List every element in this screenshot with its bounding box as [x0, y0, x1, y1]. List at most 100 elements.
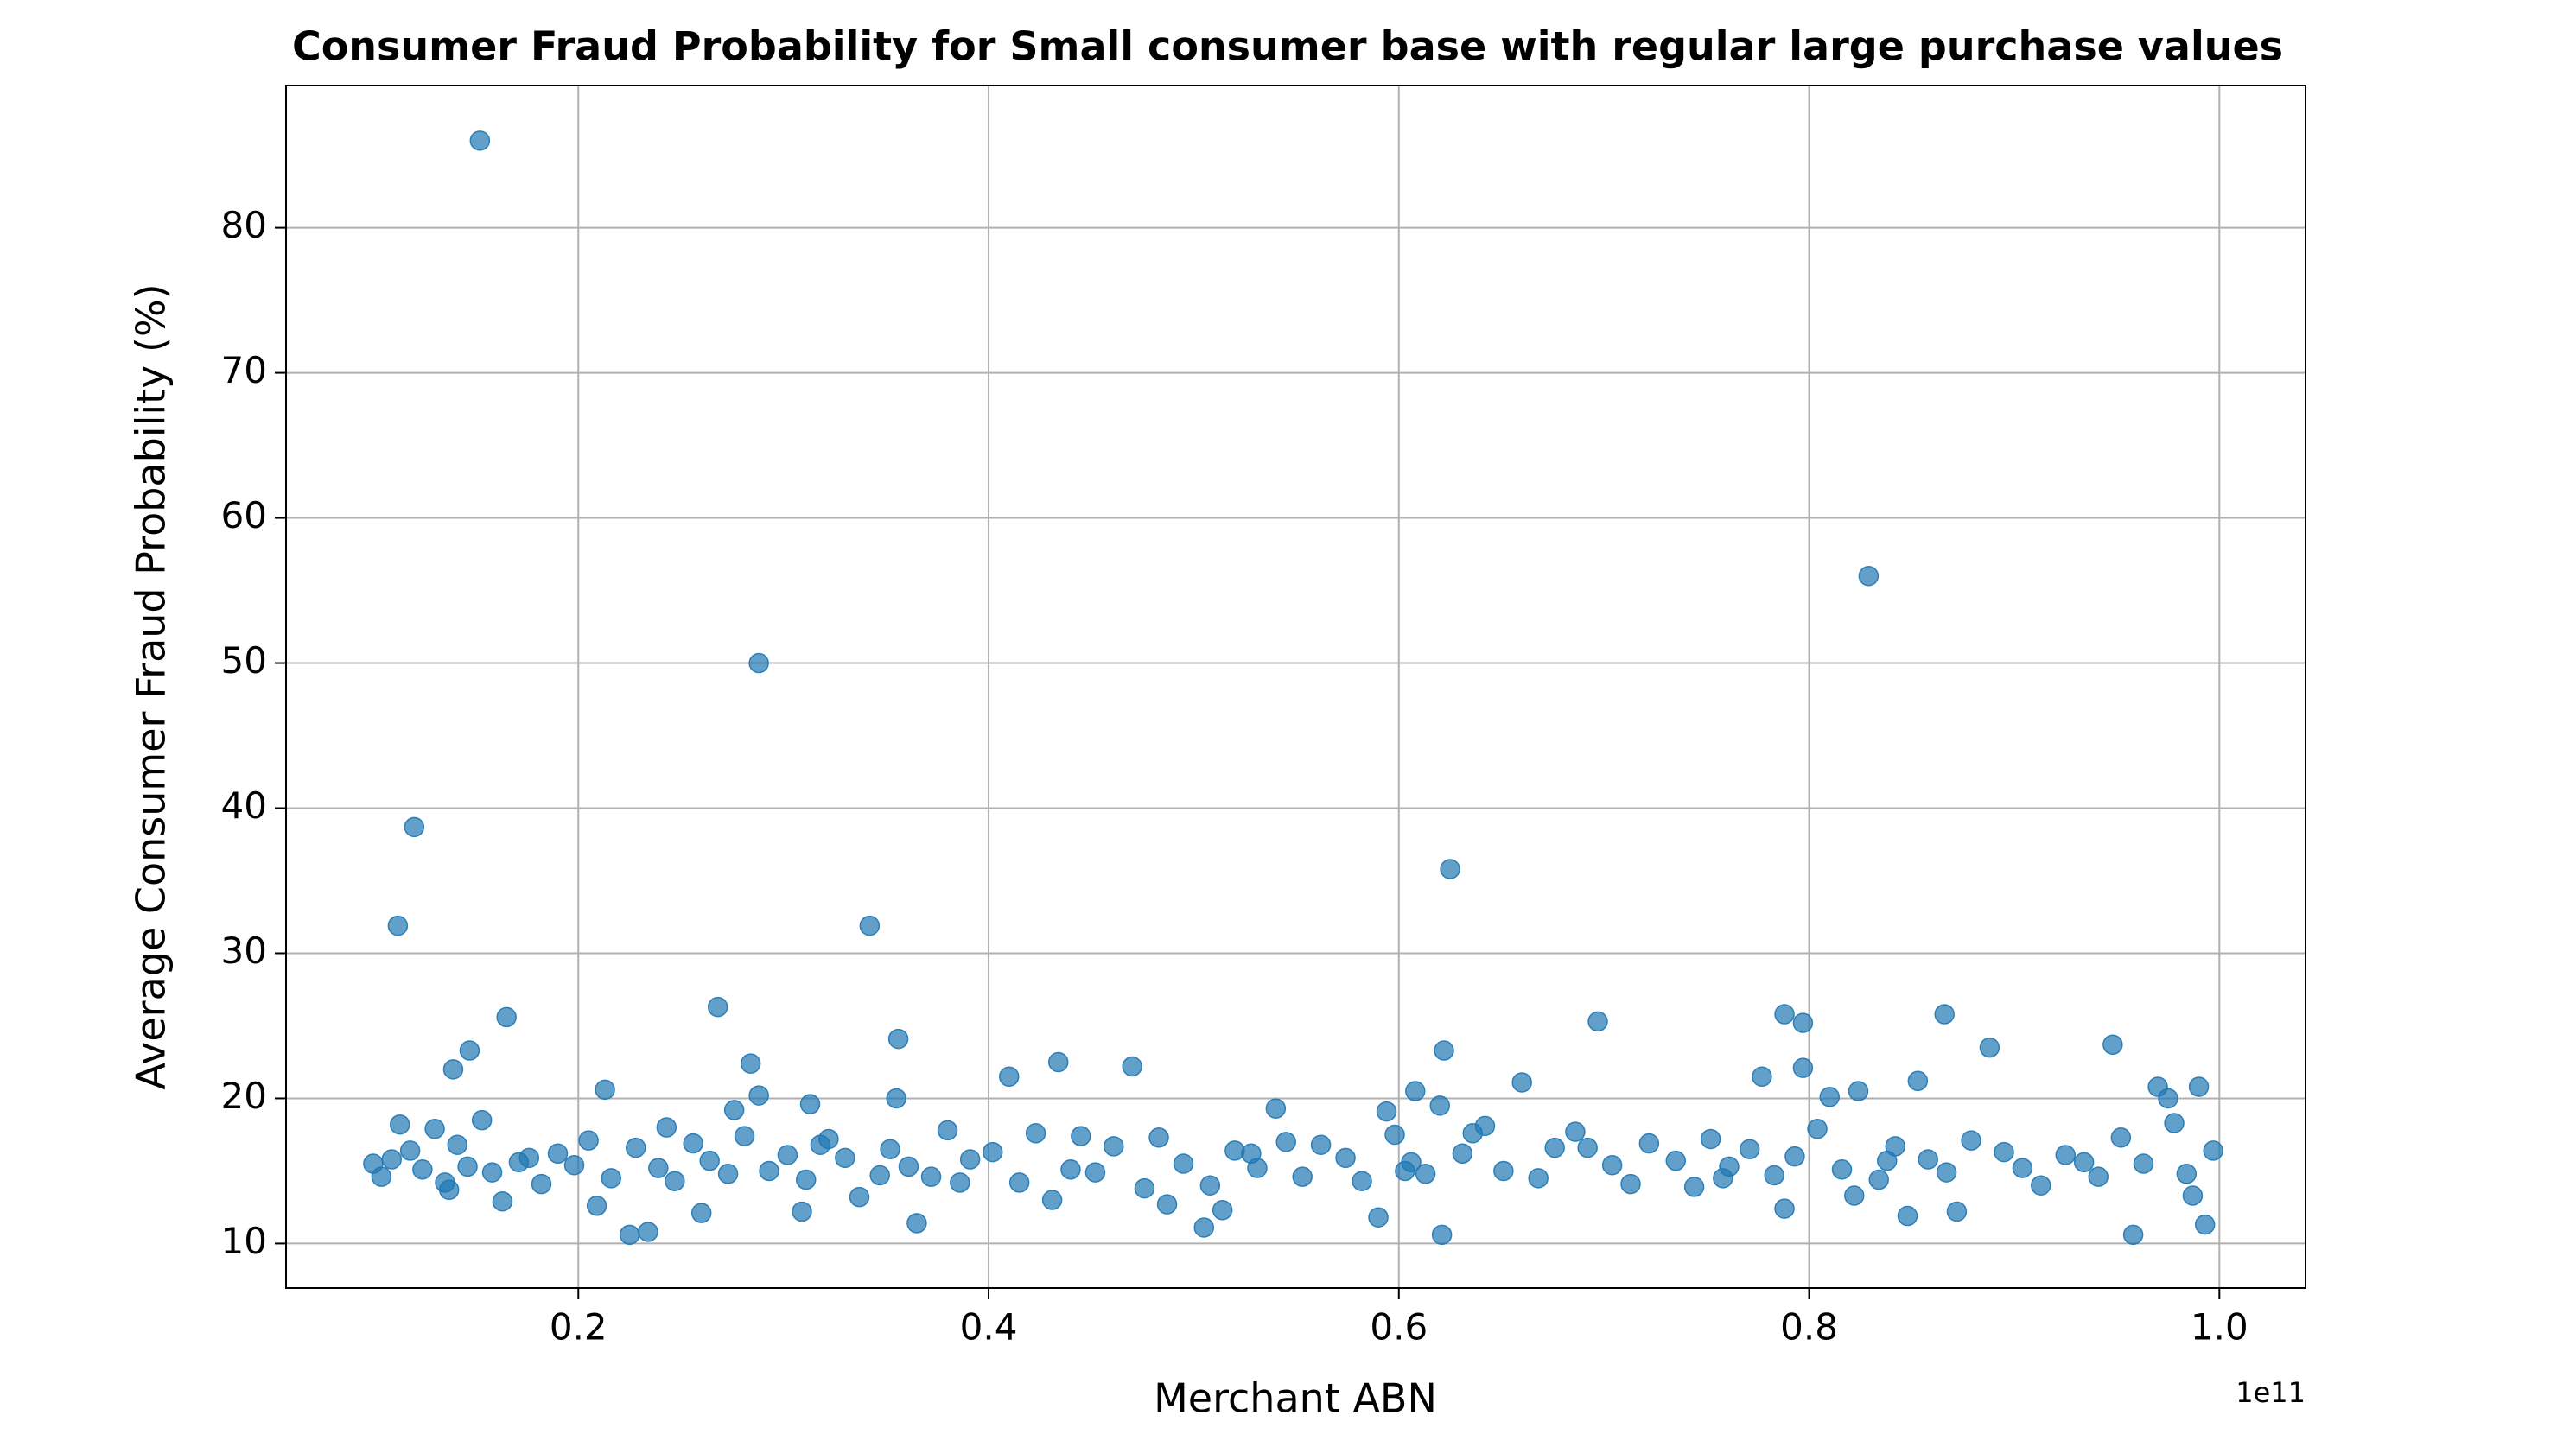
chart-title: Consumer Fraud Probability for Small con…	[292, 23, 2283, 70]
scatter-point	[1858, 566, 1880, 587]
scatter-point	[1683, 1177, 1705, 1197]
x-tick-label: 1.0	[2191, 1306, 2248, 1349]
scatter-point	[656, 1117, 677, 1138]
scatter-point	[849, 1186, 870, 1208]
scatter-point	[1493, 1160, 1514, 1182]
scatter-point	[1241, 1143, 1262, 1165]
x-tick-label: 0.8	[1780, 1306, 1838, 1349]
scatter-point	[2164, 1113, 2185, 1133]
scatter-point	[1084, 1162, 1106, 1183]
scatter-point	[492, 1190, 513, 1212]
scatter-point	[1376, 1101, 1397, 1122]
scatter-point	[2012, 1158, 2033, 1178]
scatter-point	[1876, 1150, 1898, 1171]
scatter-point	[717, 1164, 739, 1184]
scatter-point	[1897, 1205, 1918, 1227]
x-offset-label: 1e11	[2236, 1376, 2306, 1409]
scatter-point	[2055, 1145, 2077, 1165]
scatter-point	[404, 816, 425, 838]
scatter-point	[438, 1179, 460, 1201]
scatter-point	[518, 1147, 540, 1169]
scatter-point	[2158, 1088, 2178, 1109]
scatter-point	[1528, 1168, 1549, 1189]
scatter-point	[999, 1066, 1020, 1088]
scatter-point	[2073, 1152, 2095, 1173]
scatter-point	[792, 1201, 812, 1222]
scatter-point	[1739, 1139, 1760, 1159]
y-tick-label: 20	[221, 1075, 267, 1117]
scatter-point	[424, 1118, 445, 1139]
scatter-point	[1212, 1200, 1233, 1221]
scatter-point	[810, 1134, 831, 1155]
scatter-point	[1620, 1173, 1641, 1195]
scatter-point	[457, 1156, 478, 1177]
scatter-point	[1335, 1147, 1356, 1169]
scatter-point	[906, 1213, 927, 1234]
scatter-point	[1193, 1217, 1215, 1238]
scatter-point	[1819, 1087, 1841, 1107]
scatter-point	[1440, 859, 1460, 879]
scatter-point	[387, 915, 409, 936]
scatter-point	[1979, 1037, 2000, 1058]
scatter-point	[983, 1141, 1003, 1163]
scatter-point	[389, 1114, 410, 1135]
scatter-point	[1587, 1011, 1608, 1032]
scatter-point	[1415, 1164, 1436, 1184]
scatter-point	[547, 1143, 569, 1165]
scatter-point	[920, 1166, 942, 1187]
plot-frame	[285, 85, 2306, 1289]
scatter-point	[1008, 1172, 1030, 1193]
scatter-point	[1918, 1149, 1938, 1170]
scatter-point	[1352, 1171, 1372, 1191]
scatter-point	[1792, 1012, 1814, 1033]
scatter-point	[1511, 1072, 1532, 1093]
x-tick-label: 0.6	[1370, 1306, 1428, 1349]
scatter-point	[1405, 1081, 1426, 1101]
scatter-point	[1060, 1159, 1081, 1180]
scatter-point	[937, 1120, 958, 1141]
scatter-point	[796, 1169, 817, 1190]
scatter-point	[1994, 1141, 2014, 1163]
scatter-point	[442, 1059, 464, 1080]
scatter-point	[1452, 1143, 1473, 1165]
scatter-point	[1831, 1159, 1853, 1180]
scatter-point	[859, 915, 881, 936]
scatter-point	[1047, 1051, 1069, 1073]
scatter-point	[1936, 1162, 1957, 1183]
scatter-point	[1848, 1081, 1869, 1101]
scatter-point	[1134, 1177, 1155, 1199]
scatter-point	[886, 1088, 906, 1109]
scatter-point	[638, 1222, 658, 1242]
y-axis-label: Average Consumer Fraud Probability (%)	[128, 283, 175, 1089]
scatter-point	[2188, 1076, 2210, 1097]
scatter-point	[447, 1134, 467, 1155]
scatter-point	[1774, 1004, 1795, 1025]
scatter-point	[1104, 1136, 1124, 1157]
scatter-point	[531, 1173, 552, 1195]
scatter-point	[959, 1149, 981, 1170]
scatter-point	[1665, 1150, 1686, 1171]
scatter-point	[586, 1196, 607, 1216]
scatter-point	[1434, 1040, 1454, 1061]
scatter-point	[1844, 1185, 1865, 1206]
y-tick-label: 40	[221, 784, 267, 827]
scatter-point	[1868, 1169, 1890, 1190]
scatter-point	[740, 1053, 761, 1074]
scatter-point	[601, 1168, 621, 1189]
scatter-point	[2176, 1164, 2198, 1184]
scatter-point	[1429, 1095, 1451, 1116]
scatter-point	[563, 1154, 585, 1176]
scatter-point	[1265, 1098, 1287, 1119]
scatter-point	[469, 130, 491, 151]
scatter-point	[1907, 1070, 1929, 1092]
scatter-point	[1156, 1194, 1178, 1215]
scatter-point	[1764, 1165, 1784, 1186]
scatter-point	[2122, 1224, 2144, 1246]
scatter-point	[1224, 1140, 1245, 1161]
scatter-point	[1199, 1175, 1221, 1196]
scatter-point	[399, 1140, 421, 1161]
scatter-point	[2203, 1140, 2223, 1161]
scatter-point	[699, 1150, 720, 1171]
scatter-point	[2182, 1185, 2204, 1206]
y-tick-label: 80	[221, 204, 267, 246]
